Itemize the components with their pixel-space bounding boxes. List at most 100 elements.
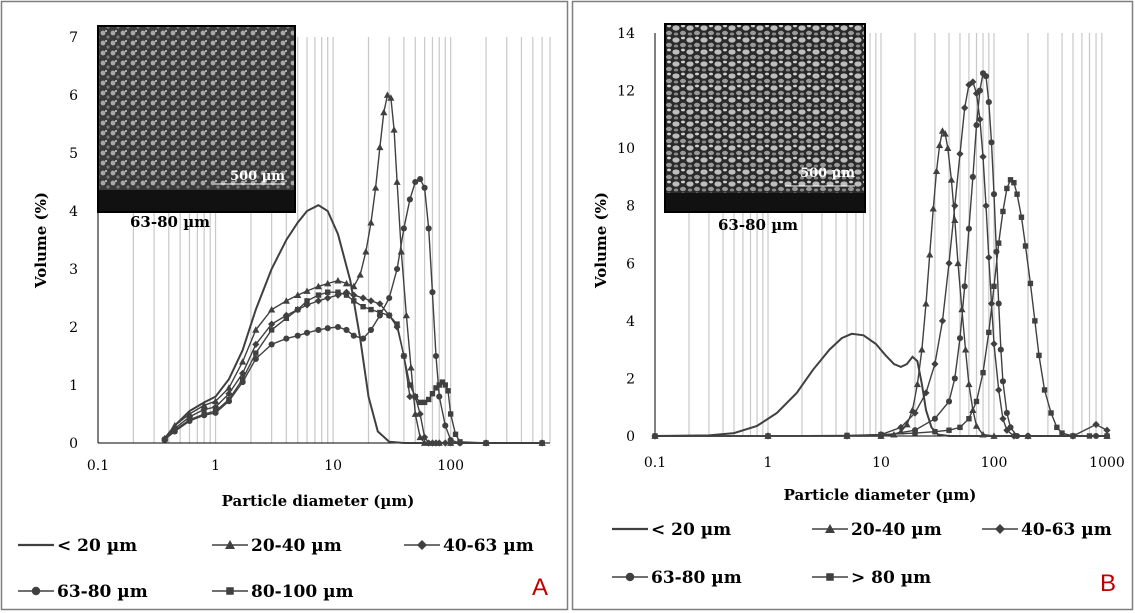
panel-b-series-3-point: [945, 259, 953, 267]
panel-a-series-5-point: [457, 439, 463, 445]
panel-b-y-tick-labels: 0 2 4 6 8 10 12 14: [617, 26, 635, 445]
panel-b-series-5-point: [946, 427, 952, 433]
panel-b-series-4-point: [997, 346, 1004, 353]
panel-a-series-5-point: [162, 436, 168, 443]
panel-a-series-2-point: [200, 401, 208, 409]
panel-a-series-2-point: [390, 126, 398, 133]
panel-b-legend-item: < 20 µm: [612, 520, 731, 540]
panel-b-series-2-point: [935, 141, 944, 149]
panel-b-series-2-point: [918, 346, 926, 353]
panel-a-series-3-point: [211, 403, 220, 411]
panel-b-series-5-point: [1018, 214, 1025, 220]
panel-b-y-tick-label: 6: [626, 256, 635, 272]
panel-b-legend-label: 40-63 µm: [1021, 520, 1112, 540]
panel-b-series: [651, 70, 1111, 440]
panel-b-series-5: [652, 177, 1110, 439]
panel-a-series-5-point: [386, 312, 392, 319]
panel-a-series-3-point: [435, 439, 443, 447]
panel-b-series-2-point: [926, 251, 934, 258]
panel-a-x-tick-label: 0.1: [87, 458, 109, 474]
panel-a-y-tick-label: 0: [69, 436, 78, 452]
panel-b-series-5-point: [765, 433, 771, 439]
panel-a-series-5-point: [343, 292, 350, 298]
panel-a-series-4-point: [442, 422, 449, 429]
panel-b-series-3-point: [982, 202, 990, 210]
panel-b-series-2-point: [990, 432, 998, 439]
panel-a-series-3-point: [225, 390, 233, 398]
panel-b-series-2-point: [944, 144, 952, 152]
panel-a-series-4-point: [429, 289, 436, 296]
panel-b-series-2-point: [979, 430, 987, 438]
panel-b-series-5-point: [973, 398, 980, 405]
panel-b-letter: B: [1100, 570, 1116, 597]
panel-b-inset-caption: 63-80 µm: [718, 216, 798, 234]
panel-a-series-3-point: [416, 410, 424, 418]
panel-a-series-2-point: [356, 271, 364, 278]
panel-b-series-2-point: [954, 259, 962, 267]
panel-b-series-4-point: [1003, 409, 1010, 417]
panel-a-series-4-point: [360, 335, 367, 342]
panel-b-legend-item: 40-63 µm: [982, 520, 1112, 540]
panel-b-series-3-point: [951, 202, 959, 210]
panel-a-series-5-point: [377, 309, 383, 316]
panel-a-series-3-point: [376, 300, 384, 308]
panel-a-series-5-point: [186, 417, 193, 423]
panel-b-y-tick-label: 12: [617, 84, 635, 100]
panel-b-sem-image: [664, 23, 866, 213]
panel-b-series-2-point: [922, 299, 930, 307]
panel-a-series-5-point: [439, 379, 446, 385]
panel-b-series-4-point: [985, 99, 992, 106]
panel-a-series-5-point: [360, 304, 366, 310]
panel-a-legend-label: 80-100 µm: [251, 582, 354, 602]
panel-b-series-4-point: [982, 73, 990, 80]
panel-b-series-5-point: [1104, 433, 1110, 439]
panel-a-y-tick-label: 7: [69, 30, 78, 46]
panel-b-x-tick-label: 10: [872, 455, 890, 471]
panel-a-series-3-point: [420, 433, 429, 441]
panel-a-series-4-point: [417, 176, 424, 183]
panel-a-series-3-point: [252, 340, 260, 348]
panel-a-series-4-point: [343, 326, 350, 333]
panel-a-sem-image: [97, 25, 296, 213]
panel-b-series-5-point: [991, 283, 997, 290]
panel-a-x-tick-labels: 0.1 1 10 100: [87, 458, 464, 474]
panel-a-series-5-point: [407, 382, 413, 388]
panel-a-y-tick-label: 3: [69, 262, 78, 278]
panel-b-legend-label: < 20 µm: [651, 520, 731, 540]
panel-b-series-3-point: [956, 150, 964, 158]
panel-b-series-3-point: [976, 115, 984, 123]
panel-a-series-5-point: [335, 289, 341, 295]
panel-a-series-5-point: [447, 411, 454, 417]
panel-a-series-2-point: [268, 306, 276, 313]
panel-b-series-5-point: [966, 416, 972, 422]
panel-b-legend-item: 63-80 µm: [612, 568, 742, 588]
panel-b-y-tick-label: 0: [626, 429, 635, 445]
panel-a-series-4-point: [283, 335, 290, 342]
panel-a-series-4-line: [164, 178, 543, 444]
panel-a-series-2-point: [252, 326, 260, 333]
panel-a-legend: < 20 µm 20-40 µm 40-63 µm 63-80 µm 80-100 µm: [18, 536, 534, 602]
panel-b-series-2-point: [929, 204, 937, 212]
panel-a-series-5-point: [442, 382, 448, 388]
panel-b-legend-marker: [625, 572, 635, 582]
panel-a-series-4-point: [447, 437, 454, 444]
panel-a-series-5-point: [445, 388, 451, 394]
panel-a-sem-inset: 500 µm 63-80 µm: [97, 25, 296, 231]
panel-b-series-3-point: [1103, 426, 1111, 434]
panel-b-series-5-point: [1000, 208, 1006, 215]
panel-b-series-4-point: [956, 335, 964, 342]
panel-a-legend-marker: [31, 586, 41, 596]
panel-b-x-tick-label: 100: [981, 455, 1008, 471]
panel-a-series-5-point: [539, 440, 545, 446]
panel-a-series-5-point: [253, 350, 259, 356]
panel-b-series-2-point: [903, 420, 911, 428]
panel-b-series-3-point: [979, 153, 987, 161]
panel-a-series-2-point: [411, 410, 419, 417]
panel-a-series-4-point: [367, 326, 375, 333]
panel-b-series-5-point: [1007, 177, 1014, 183]
panel-a-series-4-point: [350, 332, 357, 339]
panel-b-series-3-point: [961, 104, 969, 112]
panel-b-series-4-point: [973, 122, 980, 129]
panel-a-series-3-point: [268, 320, 276, 328]
panel-a-series-2-point: [342, 279, 351, 287]
